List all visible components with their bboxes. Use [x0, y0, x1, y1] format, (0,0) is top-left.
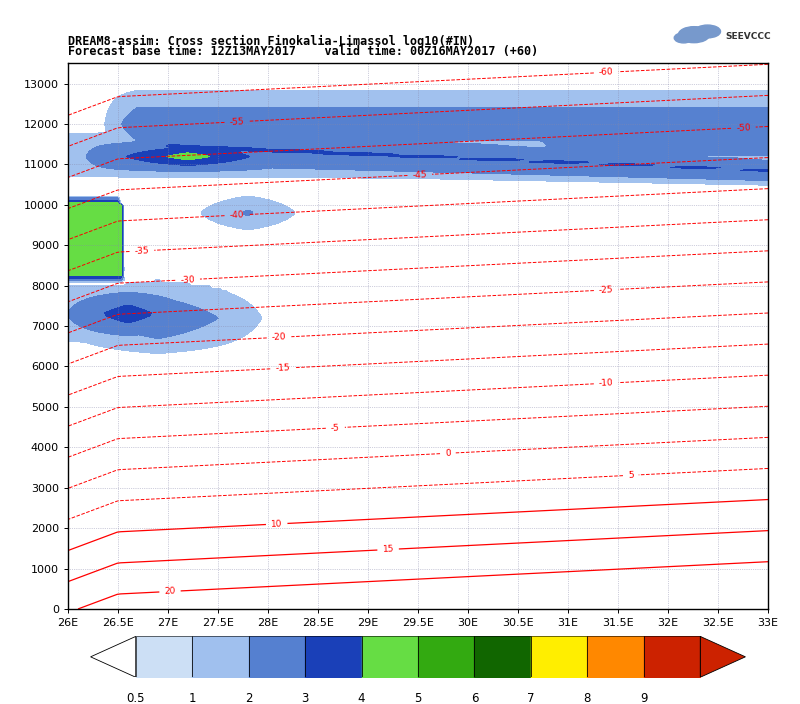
Text: -45: -45 — [412, 170, 427, 180]
Ellipse shape — [674, 33, 693, 43]
Text: -40: -40 — [230, 210, 244, 220]
Text: 10: 10 — [270, 519, 282, 529]
Text: -20: -20 — [271, 332, 286, 342]
Text: -25: -25 — [598, 285, 614, 295]
Text: 5: 5 — [414, 691, 422, 704]
Text: 3: 3 — [302, 691, 309, 704]
Text: -30: -30 — [180, 275, 195, 284]
Text: -10: -10 — [598, 378, 614, 388]
Text: 4: 4 — [358, 691, 366, 704]
Text: DREAM8-assim: Cross section Finokalia-Limassol log10(#IN): DREAM8-assim: Cross section Finokalia-Li… — [68, 34, 474, 48]
Text: 20: 20 — [164, 586, 176, 596]
Text: SEEVCCC: SEEVCCC — [726, 32, 771, 42]
Text: -60: -60 — [598, 68, 614, 77]
Text: 5: 5 — [628, 471, 634, 480]
Text: -15: -15 — [275, 363, 290, 373]
Text: 1: 1 — [189, 691, 196, 704]
Text: 15: 15 — [382, 545, 394, 554]
Text: 6: 6 — [470, 691, 478, 704]
Text: -35: -35 — [134, 246, 150, 256]
Text: Forecast base time: 12Z13MAY2017    valid time: 00Z16MAY2017 (+60): Forecast base time: 12Z13MAY2017 valid t… — [68, 45, 538, 58]
Text: -55: -55 — [230, 117, 245, 127]
Text: 8: 8 — [584, 691, 591, 704]
Text: 0.5: 0.5 — [126, 691, 145, 704]
Ellipse shape — [694, 25, 721, 38]
Text: -5: -5 — [330, 423, 340, 432]
Text: 7: 7 — [527, 691, 534, 704]
Text: 0: 0 — [445, 448, 451, 458]
Polygon shape — [90, 636, 136, 677]
Text: 9: 9 — [640, 691, 647, 704]
Text: -50: -50 — [736, 122, 751, 132]
Polygon shape — [700, 636, 746, 677]
Text: 2: 2 — [245, 691, 252, 704]
Ellipse shape — [678, 27, 710, 43]
